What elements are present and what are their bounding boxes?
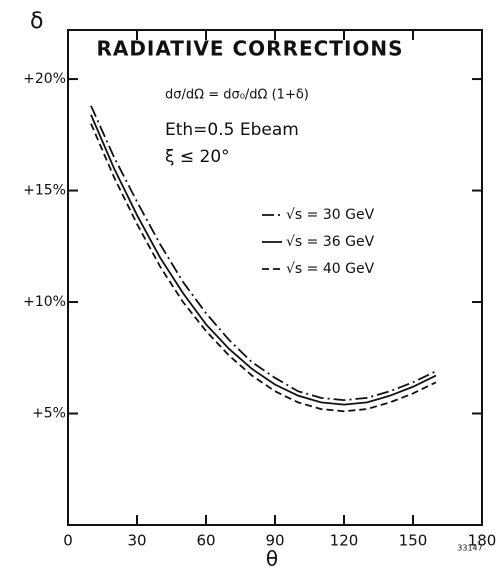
data-line — [90, 123, 437, 413]
x-tick-label: 120 — [330, 532, 359, 550]
y-tick-label: +5% — [32, 406, 66, 422]
plot-frame — [67, 29, 483, 526]
x-tick-label: 90 — [265, 532, 284, 550]
chart-title: RADIATIVE CORRECTIONS — [96, 37, 403, 61]
x-tick-label: 60 — [196, 532, 215, 550]
y-tick-label: +20% — [23, 71, 66, 87]
y-tick-label: +10% — [23, 294, 66, 310]
x-tick-label: 150 — [399, 532, 428, 550]
annotation: dσ/dΩ = dσ₀/dΩ (1+δ) — [165, 88, 309, 103]
legend-label: √s = 30 GeV — [286, 207, 375, 223]
data-line — [90, 114, 437, 406]
annotation: ξ ≤ 20° — [165, 147, 230, 167]
data-line — [90, 105, 437, 402]
y-tick-label: +15% — [23, 183, 66, 199]
legend-label: √s = 40 GeV — [286, 261, 375, 277]
x-tick-label: 30 — [127, 532, 146, 550]
x-axis-label: θ — [266, 547, 278, 571]
figure-number: 33147 — [457, 544, 482, 553]
annotation: Eth=0.5 Ebeam — [165, 120, 299, 140]
x-tick-label: 0 — [63, 532, 73, 550]
x-tick-label: 180 — [468, 532, 497, 550]
y-axis-label: δ — [30, 9, 43, 34]
legend-label: √s = 36 GeV — [286, 234, 375, 250]
